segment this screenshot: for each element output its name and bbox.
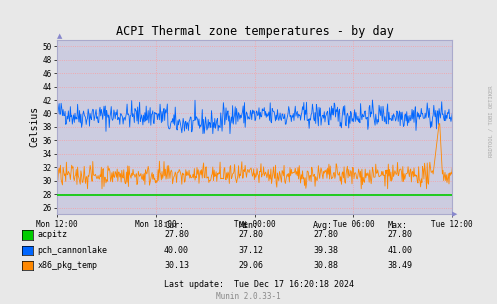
Text: RRDTOOL / TOBI OETIKER: RRDTOOL / TOBI OETIKER (488, 86, 493, 157)
Text: 38.49: 38.49 (388, 261, 413, 270)
Text: Min:: Min: (239, 221, 258, 230)
Text: 27.80: 27.80 (239, 230, 263, 240)
Text: ▶: ▶ (452, 211, 458, 217)
Text: 37.12: 37.12 (239, 246, 263, 255)
Text: x86_pkg_temp: x86_pkg_temp (37, 261, 97, 270)
Text: Max:: Max: (388, 221, 408, 230)
Text: 29.06: 29.06 (239, 261, 263, 270)
Text: 27.80: 27.80 (388, 230, 413, 240)
Text: Cur:: Cur: (164, 221, 184, 230)
Text: pch_cannonlake: pch_cannonlake (37, 246, 107, 255)
Text: 27.80: 27.80 (313, 230, 338, 240)
Text: Avg:: Avg: (313, 221, 333, 230)
Text: 27.80: 27.80 (164, 230, 189, 240)
Text: Last update:  Tue Dec 17 16:20:18 2024: Last update: Tue Dec 17 16:20:18 2024 (164, 280, 354, 289)
Text: acpitz: acpitz (37, 230, 67, 240)
Text: 41.00: 41.00 (388, 246, 413, 255)
Text: Munin 2.0.33-1: Munin 2.0.33-1 (216, 292, 281, 301)
Text: 39.38: 39.38 (313, 246, 338, 255)
Text: 30.13: 30.13 (164, 261, 189, 270)
Y-axis label: Celsius: Celsius (30, 106, 40, 147)
Text: ▲: ▲ (57, 33, 63, 40)
Text: 40.00: 40.00 (164, 246, 189, 255)
Title: ACPI Thermal zone temperatures - by day: ACPI Thermal zone temperatures - by day (116, 25, 394, 38)
Text: 30.88: 30.88 (313, 261, 338, 270)
